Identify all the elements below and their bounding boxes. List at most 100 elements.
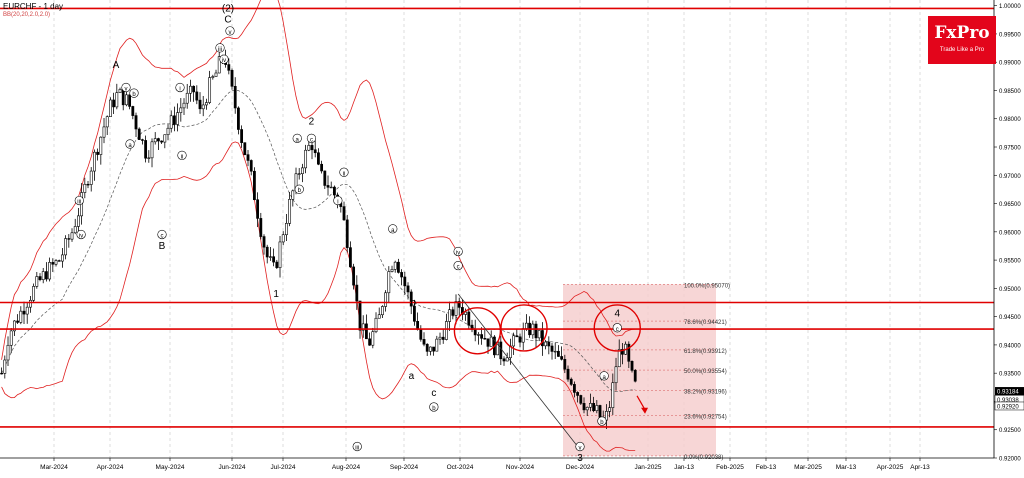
y-axis-tick-label: 1.00000 — [999, 4, 1021, 10]
wave-label: v — [579, 446, 582, 452]
candle-body — [22, 310, 26, 315]
x-axis-tick-label: Apr-2025 — [877, 464, 904, 471]
wave-label: b — [600, 420, 604, 426]
candle-body — [633, 370, 637, 382]
wave-label-circle — [175, 82, 185, 93]
candle-body — [553, 350, 557, 353]
candle-body — [253, 170, 256, 201]
candle-body — [598, 405, 602, 418]
brand-logo-name: FxPro — [934, 23, 990, 43]
candle-body — [480, 334, 484, 339]
candle-body — [246, 154, 250, 161]
candle-body — [166, 127, 170, 136]
candle-body — [547, 341, 551, 347]
candle-body — [560, 356, 564, 360]
candle-body — [45, 271, 48, 280]
x-axis-tick-label: Dec-2024 — [566, 464, 595, 471]
candle-body — [432, 346, 436, 352]
candle-body — [198, 99, 202, 110]
candle-body — [515, 335, 519, 338]
candle-body — [585, 406, 589, 411]
candle-body — [422, 339, 426, 345]
forecast-arrow-head — [641, 407, 649, 414]
candle-body — [144, 140, 148, 159]
candle-body — [105, 116, 109, 128]
candle-body — [112, 99, 116, 108]
candle-body — [454, 301, 458, 316]
candle-body — [272, 256, 276, 263]
candle-body — [67, 238, 71, 240]
candle-body — [41, 271, 45, 280]
candle-body — [435, 338, 439, 352]
wave-label-circle — [575, 441, 585, 452]
candle-body — [361, 323, 365, 331]
candle-body — [358, 300, 362, 331]
candle-body — [259, 218, 263, 237]
resistance-circle — [593, 304, 641, 352]
candle-body — [189, 85, 192, 94]
candle-body — [374, 317, 378, 333]
x-axis-tick-label: Apr-13 — [910, 464, 930, 471]
candle-body — [230, 70, 234, 87]
candle-body — [521, 328, 525, 343]
candle-body — [461, 307, 464, 315]
candle-body — [621, 349, 624, 355]
candle-body — [409, 291, 413, 307]
candle-body — [320, 163, 324, 172]
candle-body — [448, 309, 452, 322]
x-axis-tick-label: Jun-2024 — [218, 464, 245, 471]
candle-body — [397, 261, 400, 273]
candle-body — [25, 306, 29, 315]
wave-label-circle — [76, 229, 86, 240]
candle-body — [473, 329, 477, 336]
chart-title: EURCHF - 1 day — [3, 2, 64, 11]
candle-body — [425, 343, 429, 352]
candle-body — [365, 323, 368, 340]
wave-label: a — [602, 375, 606, 381]
candle-body — [240, 129, 244, 143]
candle-body — [563, 358, 567, 370]
candle-body — [317, 152, 320, 165]
y-axis-tick-label: 0.95000 — [999, 287, 1021, 293]
brand-logo-tagline: Trade Like a Pro — [939, 47, 985, 53]
wave-label: ii — [181, 154, 184, 160]
candle-body — [313, 149, 317, 154]
candle-body — [345, 219, 349, 248]
candle-body — [371, 331, 375, 346]
candle-body — [38, 276, 42, 280]
wave-label: 1 — [273, 289, 279, 300]
wave-label-circle — [292, 133, 302, 143]
candle-body — [486, 338, 490, 347]
candle-body — [64, 238, 68, 256]
x-axis-tick-label: Apr-2024 — [97, 464, 124, 471]
candle-body — [256, 199, 260, 219]
wave-label: iv — [222, 58, 226, 64]
bollinger-middle-band — [1, 89, 636, 393]
wave-label-circle — [225, 26, 235, 36]
x-axis-tick-label: Sep-2024 — [390, 464, 419, 471]
candle-body — [390, 269, 394, 272]
candle-body — [592, 403, 596, 412]
candle-body — [457, 301, 461, 308]
resistance-circle — [500, 304, 548, 352]
wave-label: (2) — [222, 3, 234, 14]
price-tag-label: 0.93038 — [997, 398, 1019, 404]
candle-body — [214, 72, 218, 77]
candle-body — [115, 92, 119, 108]
wave-label: v — [125, 86, 128, 92]
candle-body — [176, 112, 180, 125]
candle-body — [243, 142, 247, 155]
x-axis-tick-label: Jan-2025 — [634, 464, 661, 471]
candle-body — [352, 266, 356, 286]
candle-body — [102, 126, 106, 138]
candle-body — [445, 321, 448, 340]
wave-label: A — [113, 60, 120, 71]
fibonacci-level-label: 38.2%(0.93196) — [684, 389, 727, 395]
candle-body — [467, 311, 471, 326]
candle-body — [275, 261, 279, 268]
candle-body — [627, 343, 631, 362]
candle-body — [384, 292, 388, 307]
candle-body — [569, 378, 573, 385]
candle-body — [608, 407, 612, 412]
